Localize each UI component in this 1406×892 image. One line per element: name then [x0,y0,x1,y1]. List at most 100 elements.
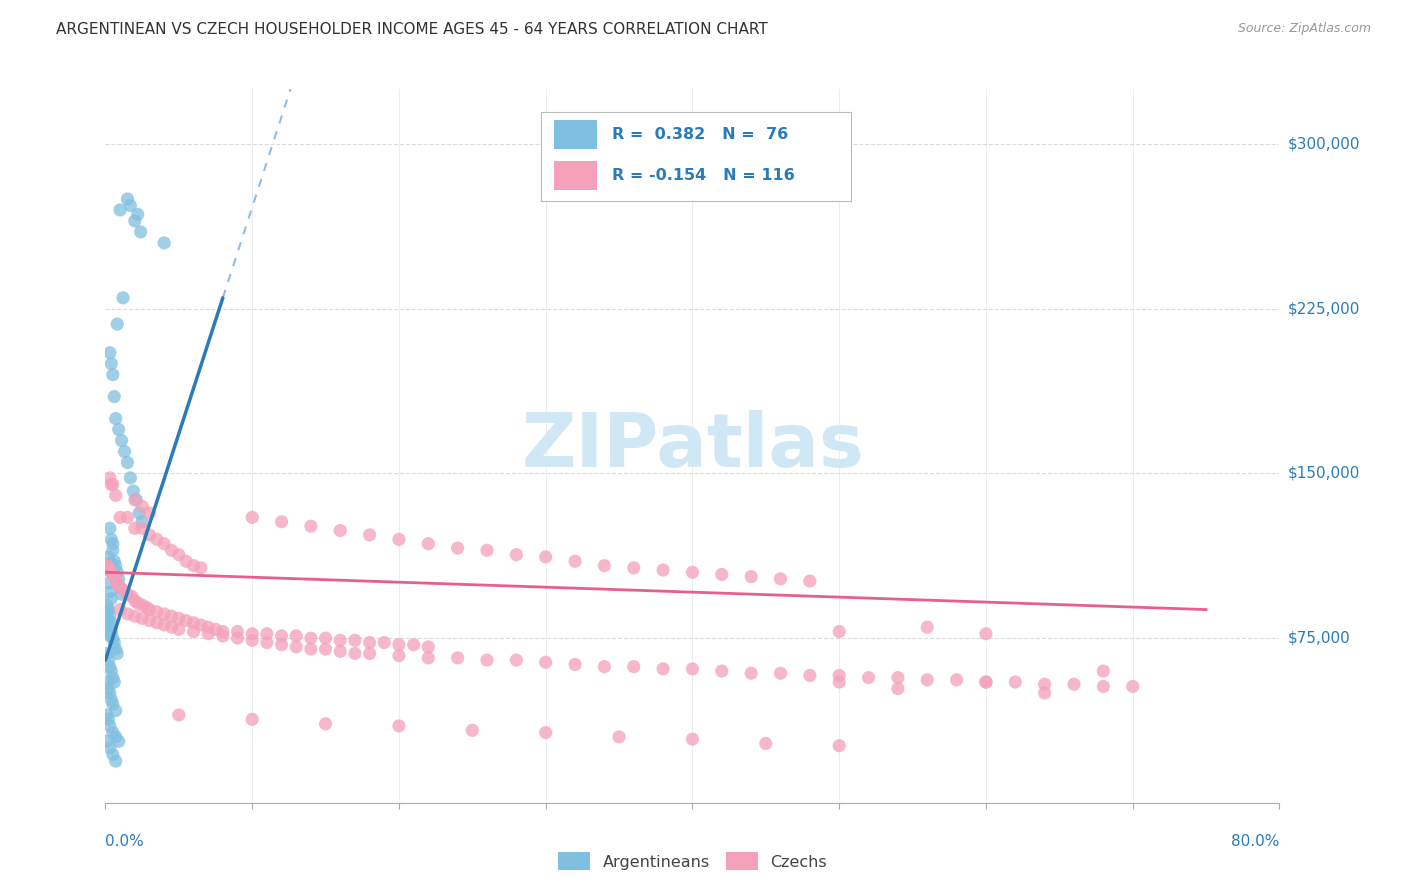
Point [97,561,120,575]
Point [623,561,645,575]
Point [828,675,851,690]
Text: $300,000: $300,000 [1288,136,1361,152]
Point [710,567,733,582]
Point [108,510,131,524]
Point [98,609,121,624]
Point [146,615,169,630]
Point [98,521,121,535]
Point [446,541,468,555]
Point [167,611,190,625]
Point [974,626,997,640]
Point [96,675,118,690]
Point [97,614,120,628]
Point [682,732,704,747]
Text: R = -0.154   N = 116: R = -0.154 N = 116 [613,169,796,183]
Point [124,214,146,228]
Point [138,506,160,520]
Point [285,629,308,643]
Point [110,587,132,601]
Point [329,644,352,658]
Point [190,618,212,632]
Point [96,558,118,573]
Point [315,631,337,645]
Point [167,623,190,637]
Point [105,566,128,580]
Point [104,730,127,744]
Point [110,434,132,448]
Point [418,640,440,654]
Point [125,492,148,507]
Point [887,681,910,696]
Point [343,633,366,648]
Point [138,614,160,628]
Point [240,712,263,726]
Point [124,492,146,507]
Point [104,704,127,718]
Point [121,590,143,604]
Point [100,692,122,706]
Point [117,587,139,601]
Point [1092,664,1115,678]
Point [100,566,122,580]
Point [740,569,762,583]
Point [105,647,128,661]
Point [329,633,352,648]
Point [461,723,484,738]
Point [97,602,120,616]
Point [104,642,127,657]
Point [329,524,352,538]
Text: 0.0%: 0.0% [105,834,145,849]
Point [96,558,118,573]
Point [887,671,910,685]
Point [100,615,122,630]
Point [917,673,939,687]
Point [190,561,212,575]
Point [828,624,851,639]
Point [682,566,704,580]
Point [97,602,120,616]
Point [1122,680,1144,694]
Point [652,662,675,676]
Point [945,673,967,687]
Point [112,582,135,597]
Point [475,653,498,667]
Point [100,664,122,678]
Point [211,624,233,639]
Point [138,528,160,542]
Point [107,572,129,586]
Text: $225,000: $225,000 [1288,301,1360,317]
Point [131,515,153,529]
Point [204,623,226,637]
Point [174,554,197,568]
Point [270,638,292,652]
Point [828,739,851,753]
Point [1092,680,1115,694]
Text: Source: ZipAtlas.com: Source: ZipAtlas.com [1237,22,1371,36]
FancyBboxPatch shape [554,120,598,149]
Point [131,500,153,514]
Point [98,629,121,643]
Point [682,662,704,676]
Point [153,618,176,632]
Point [211,629,233,643]
Point [153,235,176,250]
Point [120,198,142,212]
Point [104,558,127,573]
Point [96,708,118,723]
Point [418,651,440,665]
Point [101,697,124,711]
Point [418,537,440,551]
Point [240,626,263,640]
Point [1004,675,1026,690]
Point [98,719,121,733]
Point [138,602,160,616]
Point [534,549,557,564]
Point [96,647,118,661]
Point [122,483,145,498]
Point [117,510,139,524]
Point [98,686,121,700]
Point [98,557,121,571]
Point [97,624,120,639]
Point [97,576,120,591]
Point [101,537,124,551]
